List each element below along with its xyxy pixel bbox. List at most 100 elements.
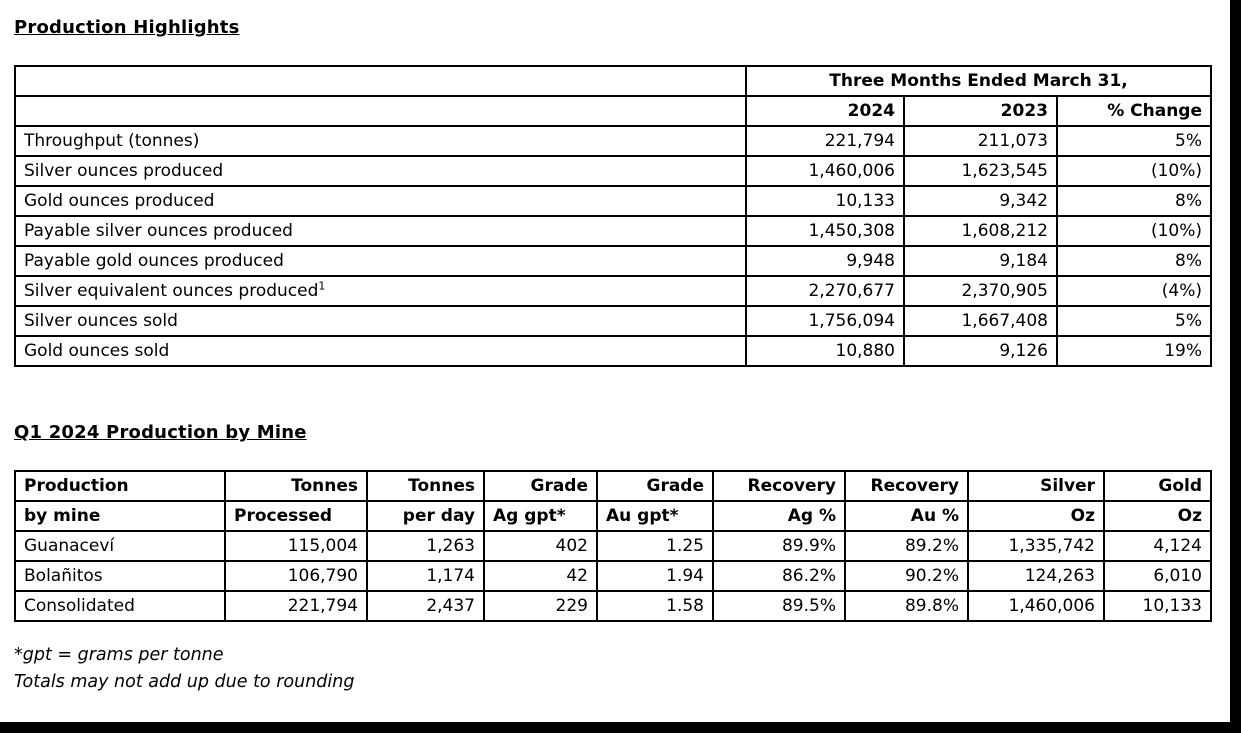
value-2024: 221,794	[745, 125, 905, 157]
col-subheader-au-pct: Au %	[844, 500, 969, 532]
footnotes: *gpt = grams per tonne Totals may not ad…	[14, 642, 1210, 696]
table-header-row: 2024 2023 % Change	[14, 95, 1213, 127]
col-header-grade-ag: Grade	[483, 470, 598, 502]
value-change: 5%	[1055, 305, 1213, 337]
col-header-2024: 2024	[745, 95, 905, 127]
value-tpd: 1,263	[366, 530, 485, 562]
section-title-production-highlights: Production Highlights	[14, 17, 240, 38]
value-change: 5%	[1055, 125, 1213, 157]
table-row: Throughput (tonnes) 221,794 211,073 5%	[14, 125, 1213, 157]
table-row: Silver ounces produced 1,460,006 1,623,5…	[14, 155, 1213, 187]
value-ag-rec: 86.2%	[712, 560, 846, 592]
col-header-change: % Change	[1055, 95, 1213, 127]
col-subheader-per-day: per day	[366, 500, 485, 532]
value-2023: 211,073	[903, 125, 1058, 157]
value-2024: 1,460,006	[745, 155, 905, 187]
period-header-cell: Three Months Ended March 31,	[744, 65, 1213, 97]
empty-header-cell	[14, 65, 747, 97]
table-header-row: by mine Processed per day Ag gpt* Au gpt…	[14, 500, 1212, 532]
value-gold-oz: 10,133	[1103, 590, 1212, 622]
table-row: Payable gold ounces produced 9,948 9,184…	[14, 245, 1213, 277]
value-2024: 1,450,308	[745, 215, 905, 247]
value-gold-oz: 4,124	[1103, 530, 1212, 562]
value-ag-rec: 89.5%	[712, 590, 846, 622]
value-silver-oz: 1,460,006	[967, 590, 1105, 622]
table-row: Gold ounces produced 10,133 9,342 8%	[14, 185, 1213, 217]
value-au-rec: 89.8%	[844, 590, 969, 622]
value-2024: 1,756,094	[745, 305, 905, 337]
value-au-rec: 90.2%	[844, 560, 969, 592]
value-2023: 9,184	[903, 245, 1058, 277]
col-subheader-ag-pct: Ag %	[712, 500, 846, 532]
value-ag-rec: 89.9%	[712, 530, 846, 562]
col-subheader-by-mine: by mine	[14, 500, 226, 532]
footnote-rounding: Totals may not add up due to rounding	[14, 672, 355, 692]
row-label: Payable silver ounces produced	[14, 215, 747, 247]
footnote-gpt-definition: *gpt = grams per tonne	[14, 645, 224, 665]
col-subheader-processed: Processed	[224, 500, 368, 532]
row-label: Gold ounces sold	[14, 335, 747, 367]
row-label: Payable gold ounces produced	[14, 245, 747, 277]
value-2023: 1,608,212	[903, 215, 1058, 247]
value-change: (10%)	[1055, 155, 1213, 187]
table-header-row: Production Tonnes Tonnes Grade Grade Rec…	[14, 470, 1212, 502]
value-change: (10%)	[1055, 215, 1213, 247]
row-label: Silver ounces produced	[14, 155, 747, 187]
col-header-recovery-au: Recovery	[844, 470, 969, 502]
right-edge-bar	[1230, 0, 1241, 733]
value-2023: 9,342	[903, 185, 1058, 217]
value-2023: 9,126	[903, 335, 1058, 367]
value-silver-oz: 1,335,742	[967, 530, 1105, 562]
mine-name: Bolañitos	[14, 560, 226, 592]
value-2023: 2,370,905	[903, 275, 1058, 307]
production-highlights-table: Three Months Ended March 31, 2024 2023 %…	[14, 65, 1213, 367]
col-header-tonnes-per-day: Tonnes	[366, 470, 485, 502]
table-row-consolidated: Consolidated 221,794 2,437 229 1.58 89.5…	[14, 590, 1212, 622]
table-row: Payable silver ounces produced 1,450,308…	[14, 215, 1213, 247]
document-body: Production Highlights Three Months Ended…	[14, 0, 1213, 696]
section-title-q1-production-by-mine: Q1 2024 Production by Mine	[14, 422, 307, 443]
value-change: 8%	[1055, 185, 1213, 217]
col-header-grade-au: Grade	[596, 470, 714, 502]
value-au-rec: 89.2%	[844, 530, 969, 562]
col-header-production: Production	[14, 470, 226, 502]
production-by-mine-table: Production Tonnes Tonnes Grade Grade Rec…	[14, 470, 1212, 622]
value-2024: 9,948	[745, 245, 905, 277]
value-ag-gpt: 42	[483, 560, 598, 592]
row-label: Throughput (tonnes)	[14, 125, 747, 157]
mine-name: Consolidated	[14, 590, 226, 622]
col-header-tonnes: Tonnes	[224, 470, 368, 502]
table-row-guanacevi: Guanaceví 115,004 1,263 402 1.25 89.9% 8…	[14, 530, 1212, 562]
row-label: Silver ounces sold	[14, 305, 747, 337]
table-row: Silver equivalent ounces produced1 2,270…	[14, 275, 1213, 307]
value-tonnes: 221,794	[224, 590, 368, 622]
value-tonnes: 115,004	[224, 530, 368, 562]
col-header-gold: Gold	[1103, 470, 1212, 502]
value-au-gpt: 1.94	[596, 560, 714, 592]
value-2023: 1,623,545	[903, 155, 1058, 187]
col-header-2023: 2023	[903, 95, 1058, 127]
row-label: Gold ounces produced	[14, 185, 747, 217]
value-tonnes: 106,790	[224, 560, 368, 592]
value-gold-oz: 6,010	[1103, 560, 1212, 592]
col-subheader-au-gpt: Au gpt*	[596, 500, 714, 532]
value-change: 19%	[1055, 335, 1213, 367]
value-change: (4%)	[1055, 275, 1213, 307]
col-subheader-gold-oz: Oz	[1103, 500, 1212, 532]
col-subheader-ag-gpt: Ag gpt*	[483, 500, 598, 532]
value-2023: 1,667,408	[903, 305, 1058, 337]
value-2024: 2,270,677	[745, 275, 905, 307]
empty-header-cell	[14, 95, 747, 127]
row-label: Silver equivalent ounces produced1	[14, 275, 747, 307]
table-header-row: Three Months Ended March 31,	[14, 65, 1213, 97]
value-au-gpt: 1.25	[596, 530, 714, 562]
table-row: Silver ounces sold 1,756,094 1,667,408 5…	[14, 305, 1213, 337]
mine-name: Guanaceví	[14, 530, 226, 562]
footnote-marker: 1	[318, 278, 326, 292]
value-silver-oz: 124,263	[967, 560, 1105, 592]
value-tpd: 2,437	[366, 590, 485, 622]
col-subheader-silver-oz: Oz	[967, 500, 1105, 532]
value-tpd: 1,174	[366, 560, 485, 592]
value-2024: 10,133	[745, 185, 905, 217]
col-header-recovery-ag: Recovery	[712, 470, 846, 502]
